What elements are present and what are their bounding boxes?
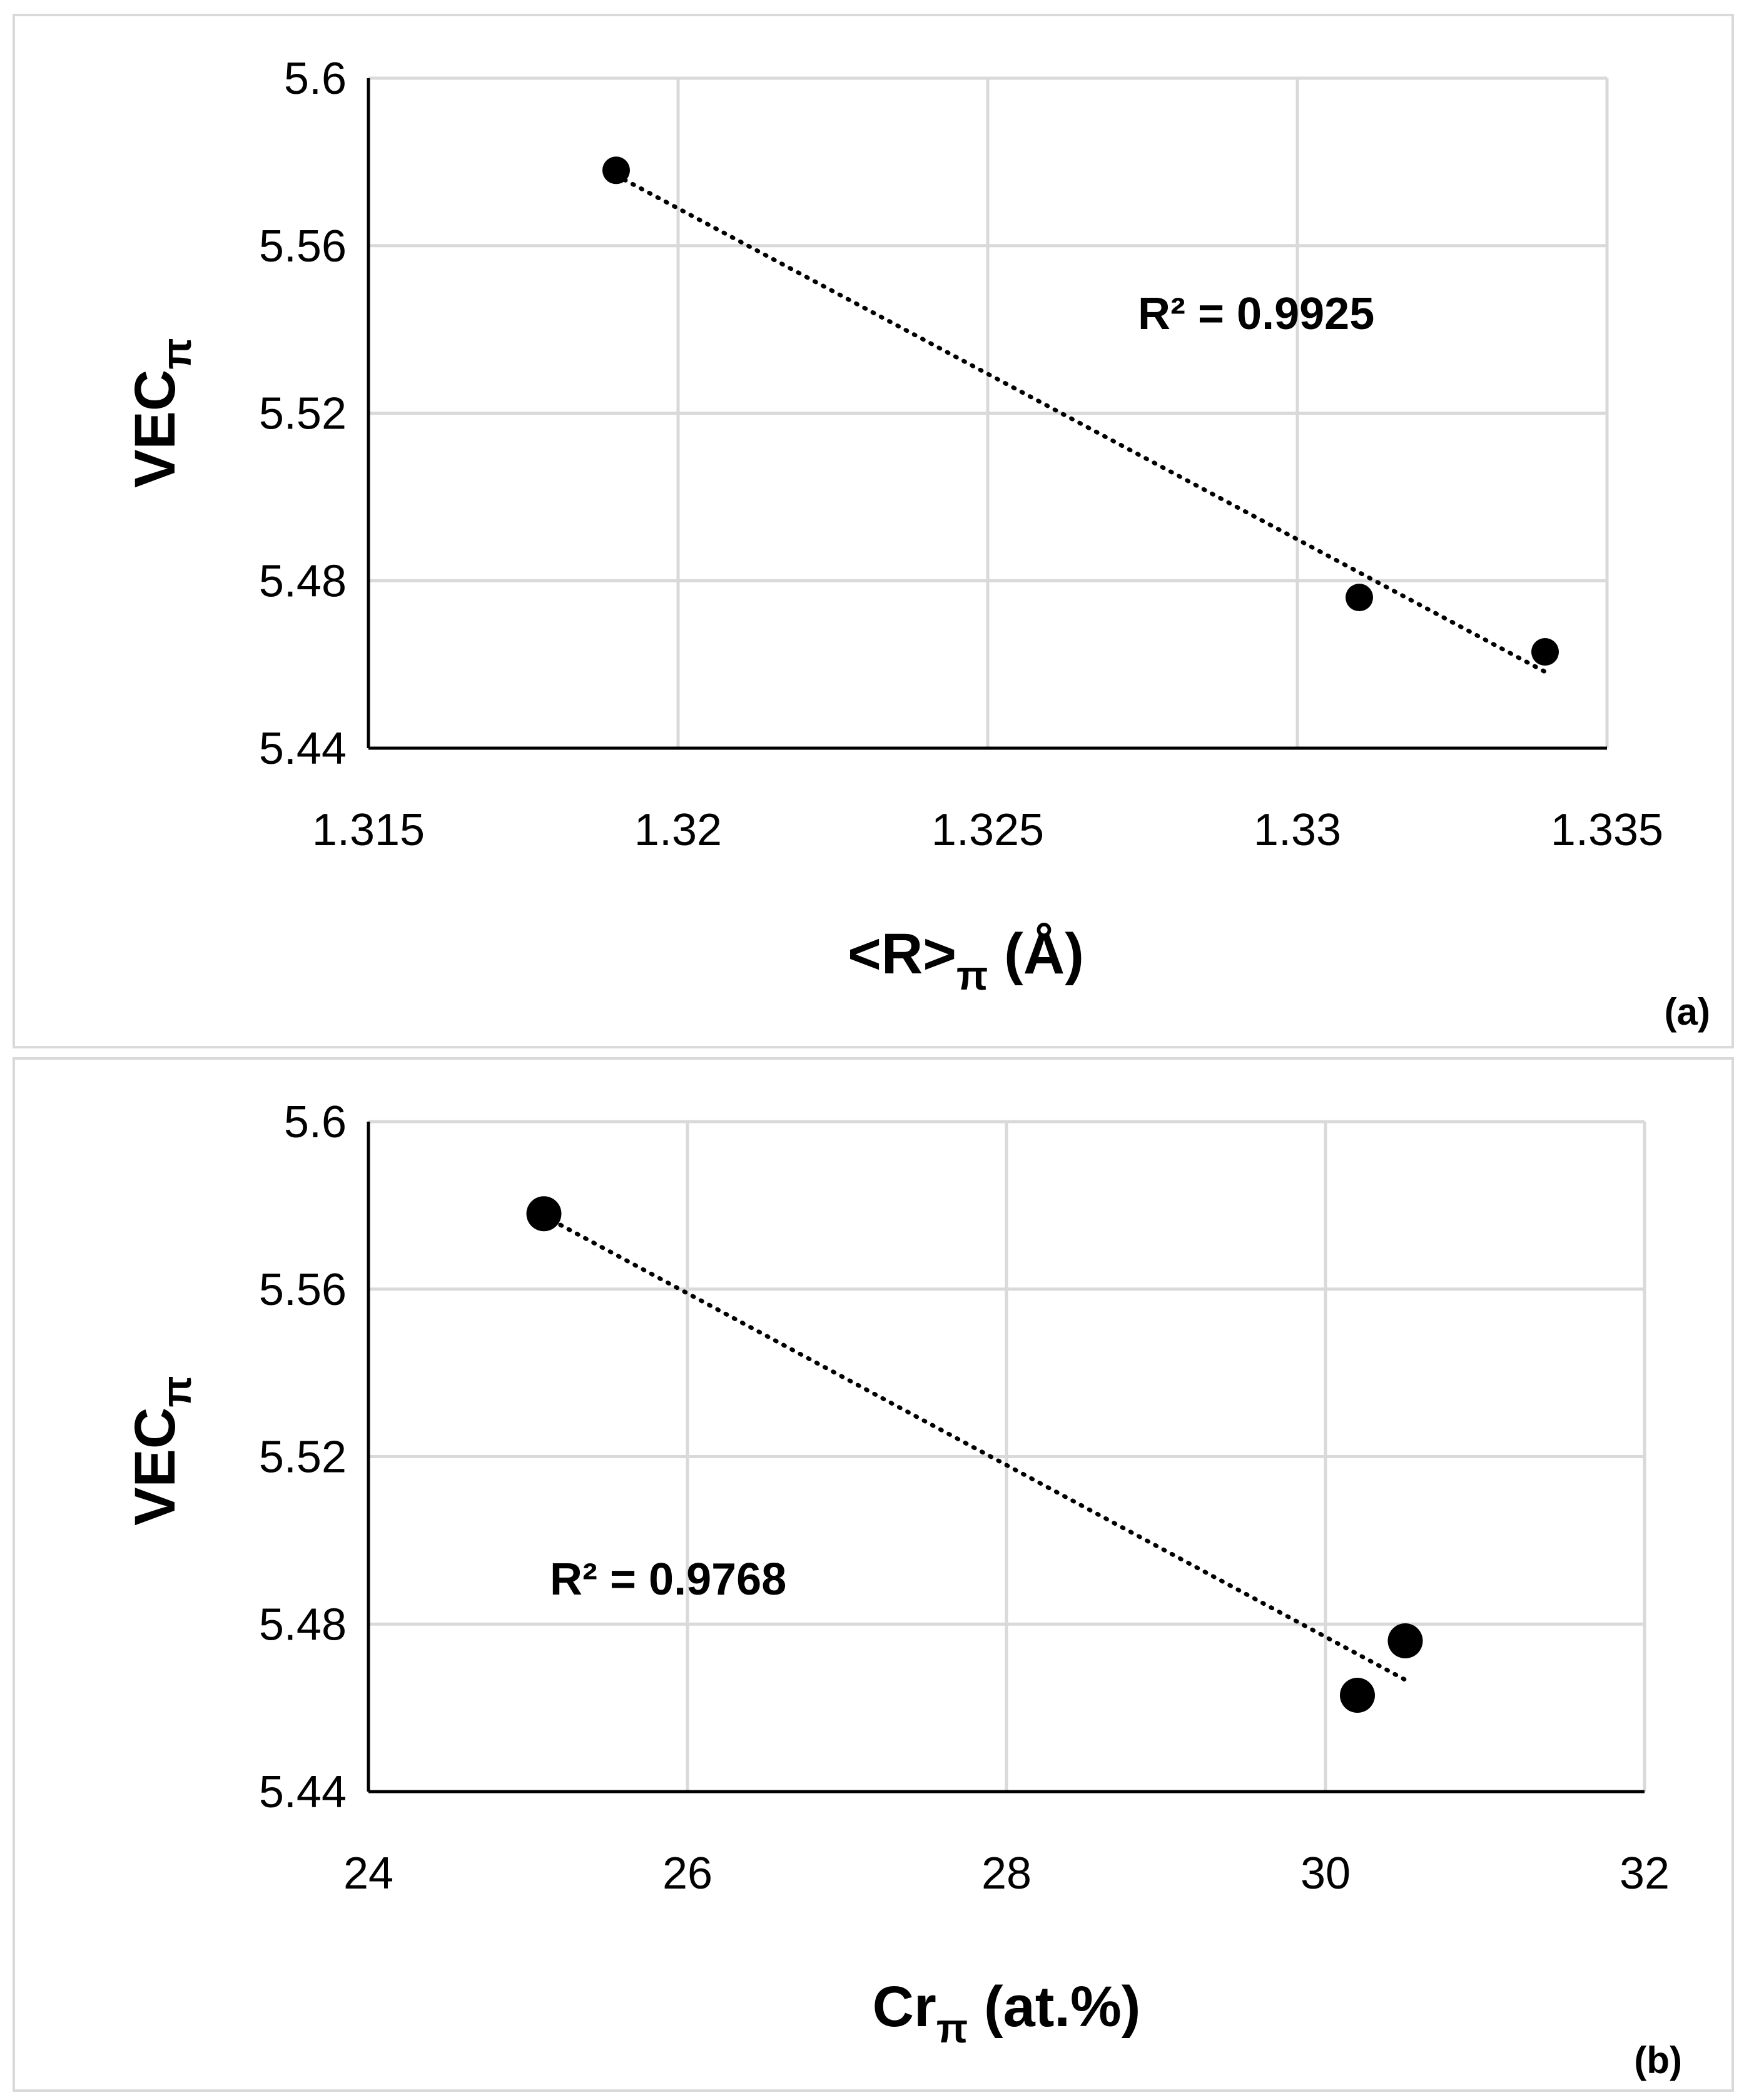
chart-b-x-tick-label: 32 (1620, 1849, 1670, 1899)
chart-a-data-point (1346, 584, 1373, 612)
chart-b-x-tick-label: 30 (1300, 1849, 1351, 1899)
chart-b-x-axis-title: Crπ (at.%) (873, 1975, 1141, 2051)
chart-a-svg: 5.44 5.48 5.52 5.56 5.6 1.315 1.32 1.325 1.33 1.3… (123, 54, 1710, 1033)
chart-a-x-tick-label: 1.32 (634, 805, 722, 855)
chart-a-gridlines (368, 76, 1609, 748)
chart-b-panel-label: (b) (1634, 2039, 1682, 2081)
chart-a-x-axis-title: <R>π (Å) (848, 922, 1084, 998)
chart-b-y-tick-label: 5.56 (259, 1265, 347, 1315)
chart-b-data-point (1387, 1623, 1423, 1659)
chart-a-x-tick-label: 1.33 (1254, 805, 1341, 855)
chart-b-gridlines (368, 1120, 1646, 1792)
chart-b-data-point (1340, 1678, 1375, 1713)
chart-b-y-tick-label: 5.44 (259, 1767, 347, 1817)
chart-a-x-tick-label: 1.335 (1551, 805, 1663, 855)
chart-a-data-point (1531, 638, 1559, 666)
chart-a-x-tick-label: 1.325 (931, 805, 1044, 855)
chart-a-y-tick-label: 5.6 (284, 54, 347, 104)
chart-a-r2-label: R² = 0.9925 (1138, 289, 1374, 339)
chart-b-data-point (526, 1196, 562, 1232)
chart-b-y-axis-title: VECπ (123, 1376, 200, 1526)
chart-b-trendline (542, 1214, 1407, 1682)
chart-a-y-axis-title: VECπ (123, 338, 200, 488)
chart-a-x-tick-label: 1.315 (312, 805, 425, 855)
chart-b-svg: 5.44 5.48 5.52 5.56 5.6 24 26 28 30 32 R² = 0.9768… (123, 1097, 1682, 2081)
chart-b-x-tick-label: 24 (343, 1849, 393, 1899)
chart-b-r2-label: R² = 0.9768 (550, 1555, 786, 1605)
chart-b-y-tick-label: 5.52 (259, 1433, 347, 1483)
chart-a-panel-label: (a) (1665, 991, 1710, 1033)
chart-b-y-tick-label: 5.48 (259, 1600, 347, 1650)
chart-b-x-tick-label: 26 (662, 1849, 712, 1899)
chart-a-trendline (614, 173, 1548, 674)
chart-panel-b: 5.44 5.48 5.52 5.56 5.6 24 26 28 30 32 R² = 0.9768… (13, 1057, 1734, 2092)
chart-a-y-tick-label: 5.44 (259, 724, 347, 774)
chart-a-y-tick-label: 5.48 (259, 556, 347, 606)
chart-a-y-tick-label: 5.52 (259, 389, 347, 439)
chart-a-data-point (602, 156, 630, 185)
chart-panel-a: 5.44 5.48 5.52 5.56 5.6 1.315 1.32 1.325 1.33 1.3… (13, 14, 1734, 1048)
chart-b-y-tick-label: 5.6 (284, 1097, 347, 1147)
chart-b-x-tick-label: 28 (981, 1849, 1032, 1899)
chart-a-y-tick-label: 5.56 (259, 221, 347, 271)
